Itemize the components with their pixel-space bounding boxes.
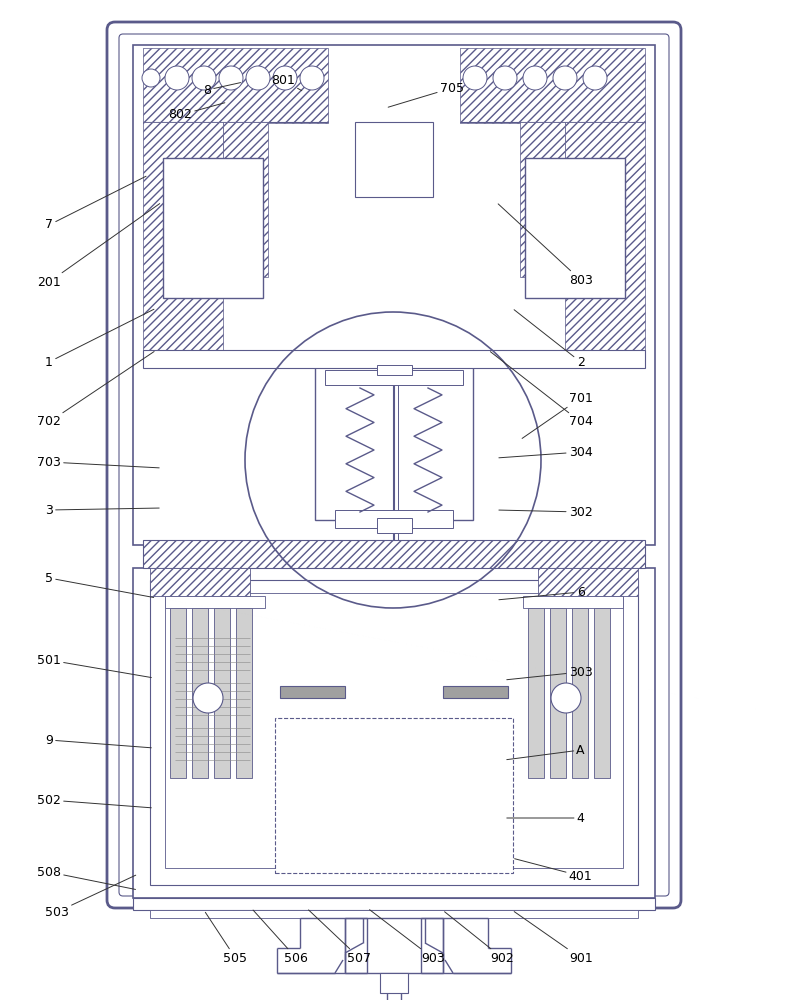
Bar xyxy=(150,910,638,918)
Circle shape xyxy=(583,66,607,90)
Circle shape xyxy=(463,66,487,90)
Bar xyxy=(443,686,508,698)
Text: 507: 507 xyxy=(309,910,371,964)
Text: 503: 503 xyxy=(45,875,136,918)
Text: 2: 2 xyxy=(514,310,585,368)
Text: 703: 703 xyxy=(37,456,159,468)
Text: 5: 5 xyxy=(45,571,154,597)
Text: 801: 801 xyxy=(271,74,302,91)
Text: 704: 704 xyxy=(491,352,592,428)
Bar xyxy=(275,718,513,873)
Bar xyxy=(143,350,645,368)
Text: 506: 506 xyxy=(253,910,308,964)
Text: 303: 303 xyxy=(507,666,592,680)
Bar xyxy=(150,568,250,596)
Circle shape xyxy=(300,66,324,90)
Circle shape xyxy=(193,683,223,713)
Bar xyxy=(133,45,655,545)
Bar xyxy=(165,593,623,868)
Bar xyxy=(133,898,655,910)
Text: 702: 702 xyxy=(37,352,154,428)
Circle shape xyxy=(551,683,581,713)
Text: 302: 302 xyxy=(499,506,592,518)
FancyBboxPatch shape xyxy=(107,22,681,908)
Text: 505: 505 xyxy=(205,912,247,964)
Bar xyxy=(280,686,345,698)
Bar xyxy=(325,370,463,385)
Text: 705: 705 xyxy=(388,82,464,107)
Text: 6: 6 xyxy=(499,585,585,600)
Text: 501: 501 xyxy=(37,654,152,678)
Text: 502: 502 xyxy=(37,794,151,808)
Bar xyxy=(236,608,252,778)
Text: 401: 401 xyxy=(514,859,592,882)
Circle shape xyxy=(273,66,297,90)
Bar xyxy=(335,510,453,528)
Bar xyxy=(163,158,263,298)
Text: 802: 802 xyxy=(168,103,225,121)
Bar xyxy=(143,48,328,123)
Bar xyxy=(345,918,367,973)
Bar xyxy=(565,122,645,352)
Circle shape xyxy=(192,66,216,90)
Bar xyxy=(315,365,473,520)
Bar xyxy=(538,568,638,596)
Circle shape xyxy=(142,69,160,87)
Bar xyxy=(572,608,588,778)
Text: 508: 508 xyxy=(37,865,136,889)
Circle shape xyxy=(165,66,189,90)
Bar xyxy=(377,518,412,533)
Bar xyxy=(523,596,623,608)
Bar xyxy=(192,608,208,778)
Bar xyxy=(550,608,566,778)
Text: A: A xyxy=(506,744,585,760)
Text: 7: 7 xyxy=(45,176,146,232)
Text: 8: 8 xyxy=(203,83,241,97)
Bar xyxy=(150,580,638,885)
Bar xyxy=(355,122,433,197)
Bar xyxy=(528,608,544,778)
Text: 4: 4 xyxy=(507,811,585,824)
Bar xyxy=(170,608,186,778)
Text: 9: 9 xyxy=(45,734,151,748)
Circle shape xyxy=(219,66,243,90)
Bar xyxy=(380,973,408,993)
Circle shape xyxy=(553,66,577,90)
Text: 701: 701 xyxy=(522,391,592,438)
Circle shape xyxy=(523,66,547,90)
Bar xyxy=(421,918,443,973)
Text: 902: 902 xyxy=(445,912,514,964)
Bar xyxy=(143,122,223,352)
Bar xyxy=(165,596,265,608)
Bar xyxy=(377,365,412,375)
Bar xyxy=(143,540,645,568)
Bar xyxy=(594,608,610,778)
Text: 1: 1 xyxy=(45,309,154,368)
Text: 304: 304 xyxy=(499,446,592,458)
Bar xyxy=(214,608,230,778)
Circle shape xyxy=(493,66,517,90)
Text: 901: 901 xyxy=(514,912,592,964)
Text: 903: 903 xyxy=(370,910,445,964)
Text: 201: 201 xyxy=(37,204,160,288)
Text: 803: 803 xyxy=(498,204,592,286)
Bar xyxy=(460,48,645,123)
Bar xyxy=(520,122,565,277)
Bar xyxy=(525,158,625,298)
Bar xyxy=(133,568,655,898)
Text: 3: 3 xyxy=(45,504,159,516)
Bar xyxy=(223,122,268,277)
Circle shape xyxy=(246,66,270,90)
